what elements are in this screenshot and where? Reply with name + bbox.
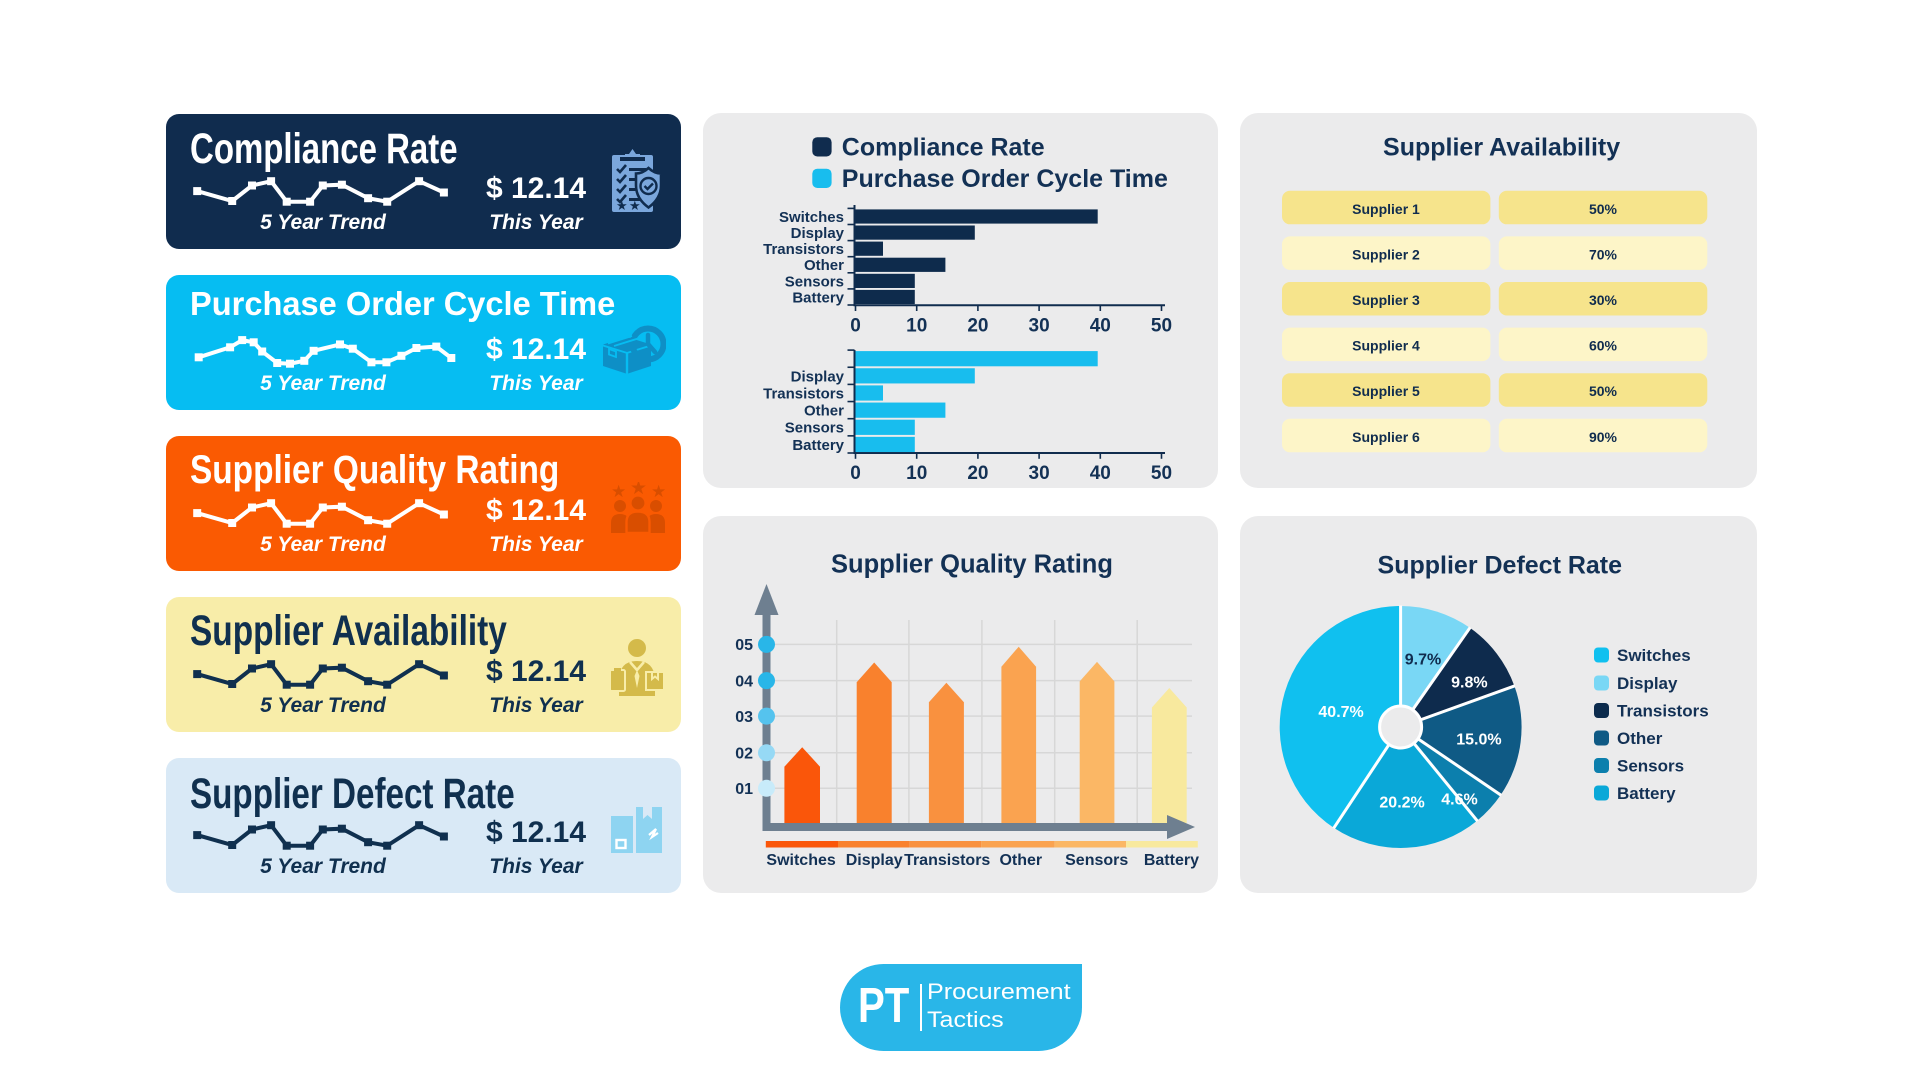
svg-text:Other: Other [1617,729,1663,748]
svg-text:04: 04 [735,673,753,690]
svg-text:Switches: Switches [766,852,835,869]
svg-text:Switches: Switches [1617,646,1691,665]
svg-text:20: 20 [967,315,988,336]
svg-text:Supplier 4: Supplier 4 [1352,338,1420,354]
svg-text:Other: Other [804,403,844,420]
svg-text:Supplier 2: Supplier 2 [1352,246,1420,262]
svg-text:30: 30 [1029,315,1050,336]
svg-text:20: 20 [967,463,988,484]
svg-text:Other: Other [804,257,844,274]
svg-text:50%: 50% [1589,201,1618,217]
svg-text:Transistors: Transistors [763,241,844,258]
svg-text:50: 50 [1151,463,1172,484]
svg-text:Battery: Battery [792,289,844,306]
svg-text:Supplier Defect Rate: Supplier Defect Rate [1378,552,1623,580]
svg-text:90%: 90% [1589,429,1618,445]
svg-text:9.7%: 9.7% [1405,651,1441,668]
svg-text:Supplier 5: Supplier 5 [1352,383,1420,399]
svg-text:★: ★ [629,198,641,212]
svg-text:Supplier 6: Supplier 6 [1352,429,1420,445]
svg-text:0: 0 [850,315,861,336]
svg-text:Supplier Availability: Supplier Availability [1383,134,1620,162]
svg-text:01: 01 [735,781,753,798]
svg-text:★: ★ [616,198,628,212]
svg-text:Sensors: Sensors [1065,852,1128,869]
svg-text:Compliance Rate: Compliance Rate [842,133,1045,161]
svg-text:9.8%: 9.8% [1451,675,1487,692]
svg-text:Purchase Order Cycle Time: Purchase Order Cycle Time [842,165,1168,193]
svg-text:Supplier 3: Supplier 3 [1352,292,1420,308]
svg-text:Sensors: Sensors [785,420,844,437]
svg-text:60%: 60% [1589,338,1618,354]
svg-text:Battery: Battery [1144,852,1199,869]
svg-text:★: ★ [630,482,647,499]
svg-text:40: 40 [1090,315,1111,336]
svg-text:Display: Display [791,225,845,242]
svg-text:Sensors: Sensors [785,273,844,290]
svg-text:0: 0 [850,463,861,484]
svg-text:4.6%: 4.6% [1441,792,1477,809]
svg-text:40.7%: 40.7% [1318,704,1363,721]
svg-text:10: 10 [906,315,927,336]
svg-text:10: 10 [906,463,927,484]
svg-text:20.2%: 20.2% [1379,795,1424,812]
svg-text:Transistors: Transistors [763,385,844,402]
svg-text:Switches: Switches [779,209,844,226]
svg-text:Other: Other [999,852,1042,869]
svg-text:30%: 30% [1589,292,1618,308]
svg-text:02: 02 [735,746,753,763]
svg-text:Display: Display [791,368,845,385]
svg-text:50%: 50% [1589,383,1618,399]
svg-text:Battery: Battery [1617,784,1676,803]
svg-text:Transistors: Transistors [1617,702,1709,721]
svg-text:50: 50 [1151,315,1172,336]
svg-text:30: 30 [1029,463,1050,484]
svg-text:03: 03 [735,709,753,726]
svg-text:15.0%: 15.0% [1456,731,1501,748]
svg-text:★: ★ [651,482,666,501]
svg-text:Display: Display [846,852,903,869]
svg-text:Battery: Battery [792,437,844,454]
svg-text:05: 05 [735,637,753,654]
svg-text:Display: Display [1617,674,1678,693]
svg-text:Supplier Quality Rating: Supplier Quality Rating [831,551,1113,579]
svg-text:40: 40 [1090,463,1111,484]
svg-text:Transistors: Transistors [904,852,990,869]
svg-text:Sensors: Sensors [1617,757,1684,776]
svg-text:70%: 70% [1589,246,1618,262]
svg-text:★: ★ [611,482,626,501]
svg-text:Supplier 1: Supplier 1 [1352,201,1420,217]
